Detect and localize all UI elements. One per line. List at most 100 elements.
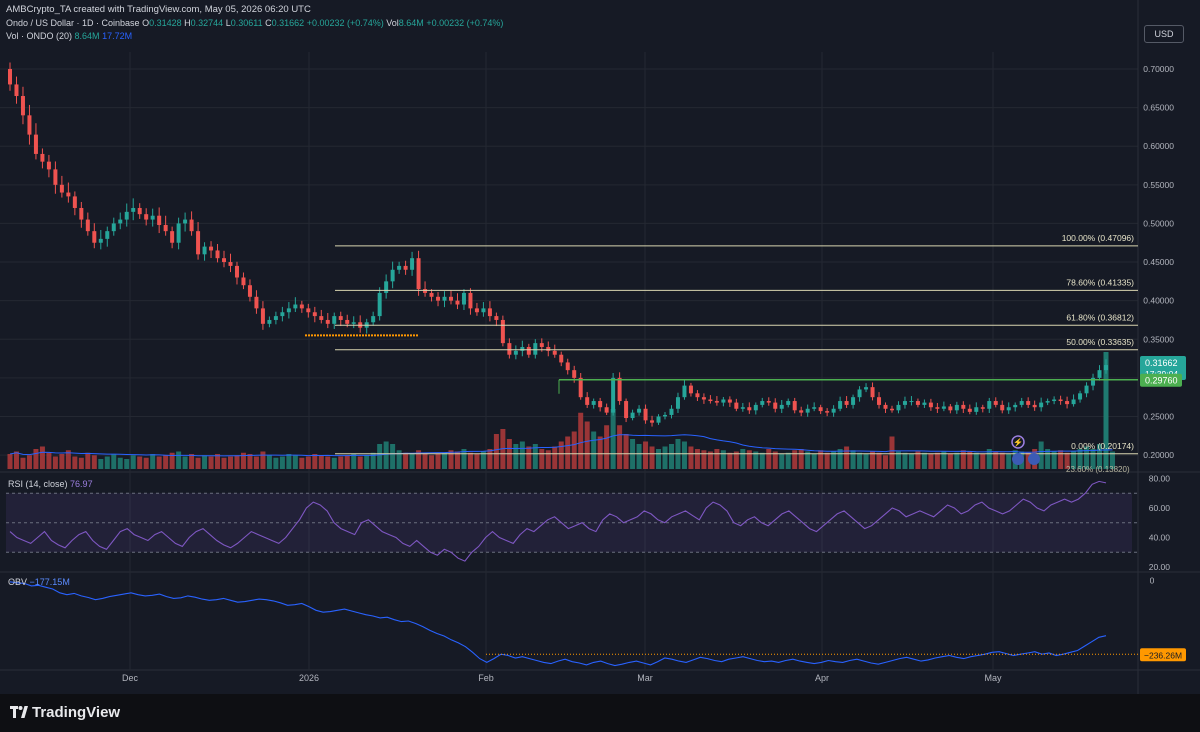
candle-body <box>1026 401 1031 405</box>
candle <box>351 316 356 329</box>
candle-body <box>403 265 408 270</box>
rsi-legend[interactable]: RSI (14, close) 76.97 <box>8 479 93 489</box>
candle-body <box>163 224 168 232</box>
volume-bar <box>104 456 110 469</box>
candle <box>384 274 389 299</box>
candle <box>1019 397 1024 408</box>
volume-bar <box>137 456 143 469</box>
price-tick-label: 0.70000 <box>1143 64 1174 74</box>
vol-change: +0.00232 (+0.74%) <box>426 18 504 28</box>
volume-bar <box>351 454 357 469</box>
candle-body <box>1039 402 1044 408</box>
tradingview-brand: TradingView <box>32 704 121 721</box>
candle <box>753 402 758 415</box>
candle <box>695 390 700 402</box>
candle <box>974 402 979 415</box>
volume-bar <box>331 457 337 469</box>
volume-indicator-name: Vol · ONDO (20) <box>6 31 73 41</box>
candle <box>656 414 661 425</box>
candle-body <box>877 397 882 405</box>
volume-bar <box>986 449 992 469</box>
candle <box>150 208 155 227</box>
price-tick-label: 0.45000 <box>1143 257 1174 267</box>
candle-body <box>928 402 933 408</box>
candle-body <box>312 312 317 317</box>
candle <box>442 291 447 308</box>
fib-label: 78.60% (0.41335) <box>1066 277 1134 287</box>
chart-canvas[interactable]: 100.00% (0.47096) 78.60% (0.41335) 61.80% … <box>0 0 1200 694</box>
candle <box>513 345 518 360</box>
candle-body <box>883 404 888 409</box>
volume-bar <box>143 457 149 469</box>
volume-bar <box>247 454 253 469</box>
volume-bar <box>902 452 908 469</box>
volume-bar <box>915 451 921 469</box>
candle <box>338 311 343 327</box>
candle-body <box>150 215 155 220</box>
candle <box>838 396 843 412</box>
volume-bar <box>260 451 266 469</box>
price-tick-label: 0.55000 <box>1143 180 1174 190</box>
volume-bar <box>1097 444 1103 469</box>
candle <box>429 289 434 302</box>
currency-button[interactable]: USD <box>1144 25 1184 43</box>
candle <box>33 123 38 160</box>
candle-body <box>870 387 875 398</box>
volume-bar <box>377 444 383 469</box>
candle <box>864 383 869 393</box>
volume-bar <box>124 459 130 469</box>
volume-bar <box>13 451 19 469</box>
volume-legend[interactable]: Vol · ONDO (20) 8.64M 17.72M <box>6 31 132 41</box>
candle-body <box>131 207 136 212</box>
candle <box>1045 398 1050 406</box>
volume-bar <box>908 454 914 469</box>
candle <box>1104 359 1108 374</box>
close-value: 0.31662 <box>271 18 305 28</box>
candle-body <box>202 246 207 255</box>
volume-bar <box>227 456 233 469</box>
volume-bar <box>1084 446 1090 469</box>
candle <box>247 279 252 302</box>
candle <box>410 251 415 276</box>
candle-body <box>552 350 557 355</box>
rsi-line <box>9 480 1107 562</box>
candle-body <box>948 406 953 411</box>
chart-credit: AMBCrypto_TA created with TradingView.co… <box>6 4 311 15</box>
candle-body <box>215 250 220 259</box>
candle <box>59 175 64 198</box>
volume-bar <box>52 456 58 469</box>
volume-bar <box>532 444 538 469</box>
candle-body <box>118 219 123 224</box>
candle <box>1039 397 1044 412</box>
volume-bar <box>643 441 649 469</box>
volume-bar <box>539 449 545 469</box>
obv-tick-label: 0 <box>1150 575 1155 585</box>
candle <box>280 306 285 322</box>
candle <box>1058 395 1063 405</box>
candle-body <box>714 401 719 403</box>
candle <box>209 241 214 259</box>
vol-value: 8.64M <box>398 18 424 28</box>
candle <box>734 398 739 412</box>
symbol-name: Ondo / US Dollar · 1D · Coinbase <box>6 18 140 28</box>
footer-bar <box>0 694 1200 732</box>
candle-body <box>941 406 946 409</box>
symbol-legend[interactable]: Ondo / US Dollar · 1D · Coinbase O0.3142… <box>6 18 503 28</box>
volume-bar <box>967 451 973 469</box>
obv-legend[interactable]: OBV −177.15M <box>8 577 70 587</box>
candle <box>53 161 58 194</box>
obv-value: −177.15M <box>29 577 70 587</box>
volume-bar <box>526 446 532 469</box>
candle-body <box>325 319 330 324</box>
candle-body <box>507 343 512 355</box>
candle <box>552 344 557 358</box>
candle-body <box>740 407 745 409</box>
candle <box>747 402 752 414</box>
candle <box>1071 394 1076 407</box>
volume-bar <box>1071 451 1077 469</box>
fib-label: 23.60% (0.13820) <box>1066 465 1130 474</box>
candle <box>403 260 408 275</box>
candle-body <box>33 134 38 154</box>
volume-bar <box>130 455 136 469</box>
candle-body <box>461 292 466 305</box>
